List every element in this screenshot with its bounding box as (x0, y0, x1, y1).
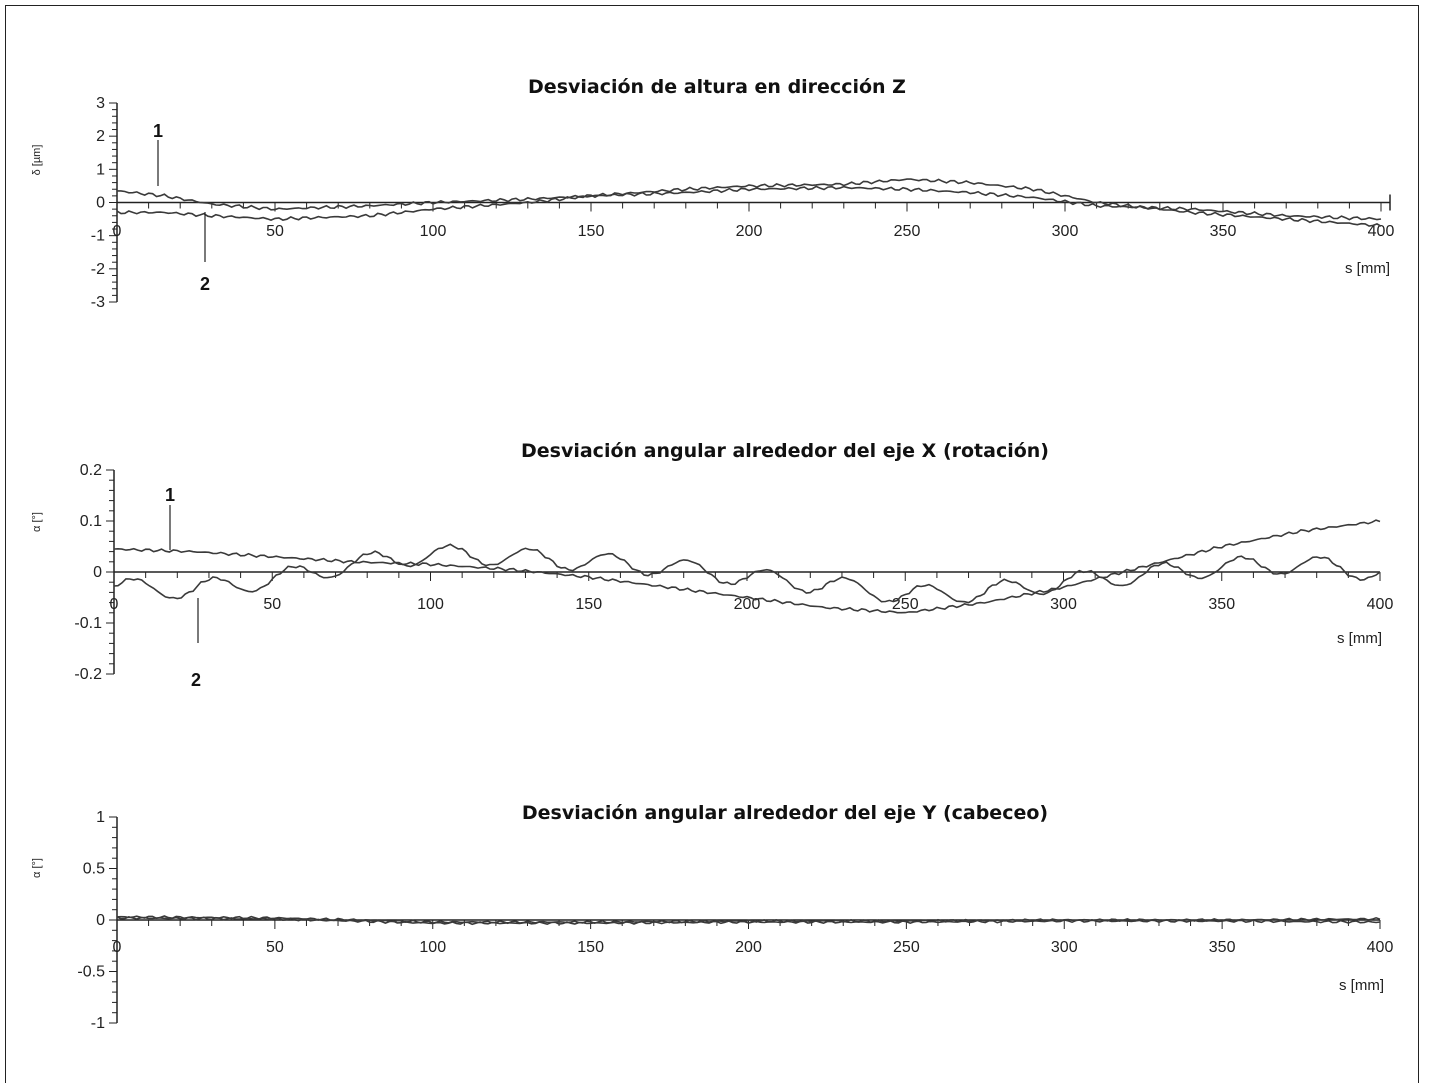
x-tick-label: 250 (892, 596, 919, 613)
y-tick-label: -1 (91, 228, 105, 245)
y-tick-label: 0 (93, 564, 102, 581)
figure-frame (5, 5, 1419, 1083)
x-tick-label: 50 (266, 223, 284, 240)
x-axis-label: s [mm] (1345, 260, 1390, 277)
series-line-2 (113, 543, 1381, 604)
x-tick-label: 300 (1052, 223, 1079, 240)
x-tick-label: 400 (1367, 596, 1394, 613)
x-tick-label: 0 (113, 223, 122, 240)
chart-rotation-x: Desviación angular alrededor del eje X (… (31, 440, 1393, 690)
y-tick-label: 0 (96, 195, 105, 212)
chart-pitch-y: Desviación angular alrededor del eje Y (… (31, 802, 1393, 1032)
chart-title: Desviación angular alrededor del eje X (… (521, 440, 1049, 462)
x-tick-label: 200 (734, 596, 761, 613)
x-tick-label: 350 (1209, 939, 1236, 956)
x-axis-label: s [mm] (1337, 630, 1382, 647)
chart-title: Desviación angular alrededor del eje Y (… (522, 802, 1048, 824)
x-tick-label: 300 (1051, 939, 1078, 956)
y-axis-label: α [°] (31, 858, 43, 878)
x-tick-label: 250 (893, 939, 920, 956)
x-tick-label: 350 (1208, 596, 1235, 613)
x-tick-label: 400 (1368, 223, 1395, 240)
x-tick-label: 50 (266, 939, 284, 956)
x-tick-label: 100 (420, 223, 447, 240)
x-tick-label: 100 (417, 596, 444, 613)
callout-label: 2 (191, 670, 201, 690)
y-tick-label: 3 (96, 95, 105, 112)
x-tick-label: 0 (110, 596, 119, 613)
callout-label: 1 (153, 121, 163, 141)
chart-title: Desviación de altura en dirección Z (528, 76, 906, 98)
y-tick-label: 0.2 (80, 462, 102, 479)
y-tick-label: 1 (96, 809, 105, 826)
series-line-1 (113, 519, 1381, 614)
series-line-1 (117, 178, 1382, 227)
y-tick-label: -0.1 (74, 615, 102, 632)
x-tick-label: 150 (578, 223, 605, 240)
y-tick-label: -1 (91, 1015, 105, 1032)
x-tick-label: 250 (894, 223, 921, 240)
y-tick-label: -3 (91, 294, 105, 311)
y-tick-label: -0.5 (77, 964, 105, 981)
x-tick-label: 150 (577, 939, 604, 956)
x-tick-label: 100 (419, 939, 446, 956)
series-line-1 (116, 915, 1381, 925)
x-tick-label: 0 (113, 939, 122, 956)
y-tick-label: -0.2 (74, 666, 102, 683)
y-tick-label: 0 (96, 912, 105, 929)
x-axis-label: s [mm] (1339, 977, 1384, 994)
y-axis-label: α [°] (31, 512, 43, 532)
x-tick-label: 300 (1050, 596, 1077, 613)
y-tick-label: -2 (91, 261, 105, 278)
y-tick-label: 0.5 (83, 861, 105, 878)
y-tick-label: 2 (96, 128, 105, 145)
series-line-2 (116, 185, 1382, 221)
callout-label: 1 (165, 485, 175, 505)
y-tick-label: 1 (96, 161, 105, 178)
x-tick-label: 150 (575, 596, 602, 613)
chart-height-z: Desviación de altura en dirección Z δ [µ… (31, 76, 1394, 311)
x-tick-label: 50 (263, 596, 281, 613)
callout-label: 2 (200, 274, 210, 294)
x-tick-label: 400 (1367, 939, 1394, 956)
x-tick-label: 350 (1210, 223, 1237, 240)
y-tick-label: 0.1 (80, 513, 102, 530)
y-axis-label: δ [µm] (31, 145, 43, 176)
x-tick-label: 200 (735, 939, 762, 956)
series-line-2 (116, 916, 1381, 926)
x-tick-label: 200 (736, 223, 763, 240)
